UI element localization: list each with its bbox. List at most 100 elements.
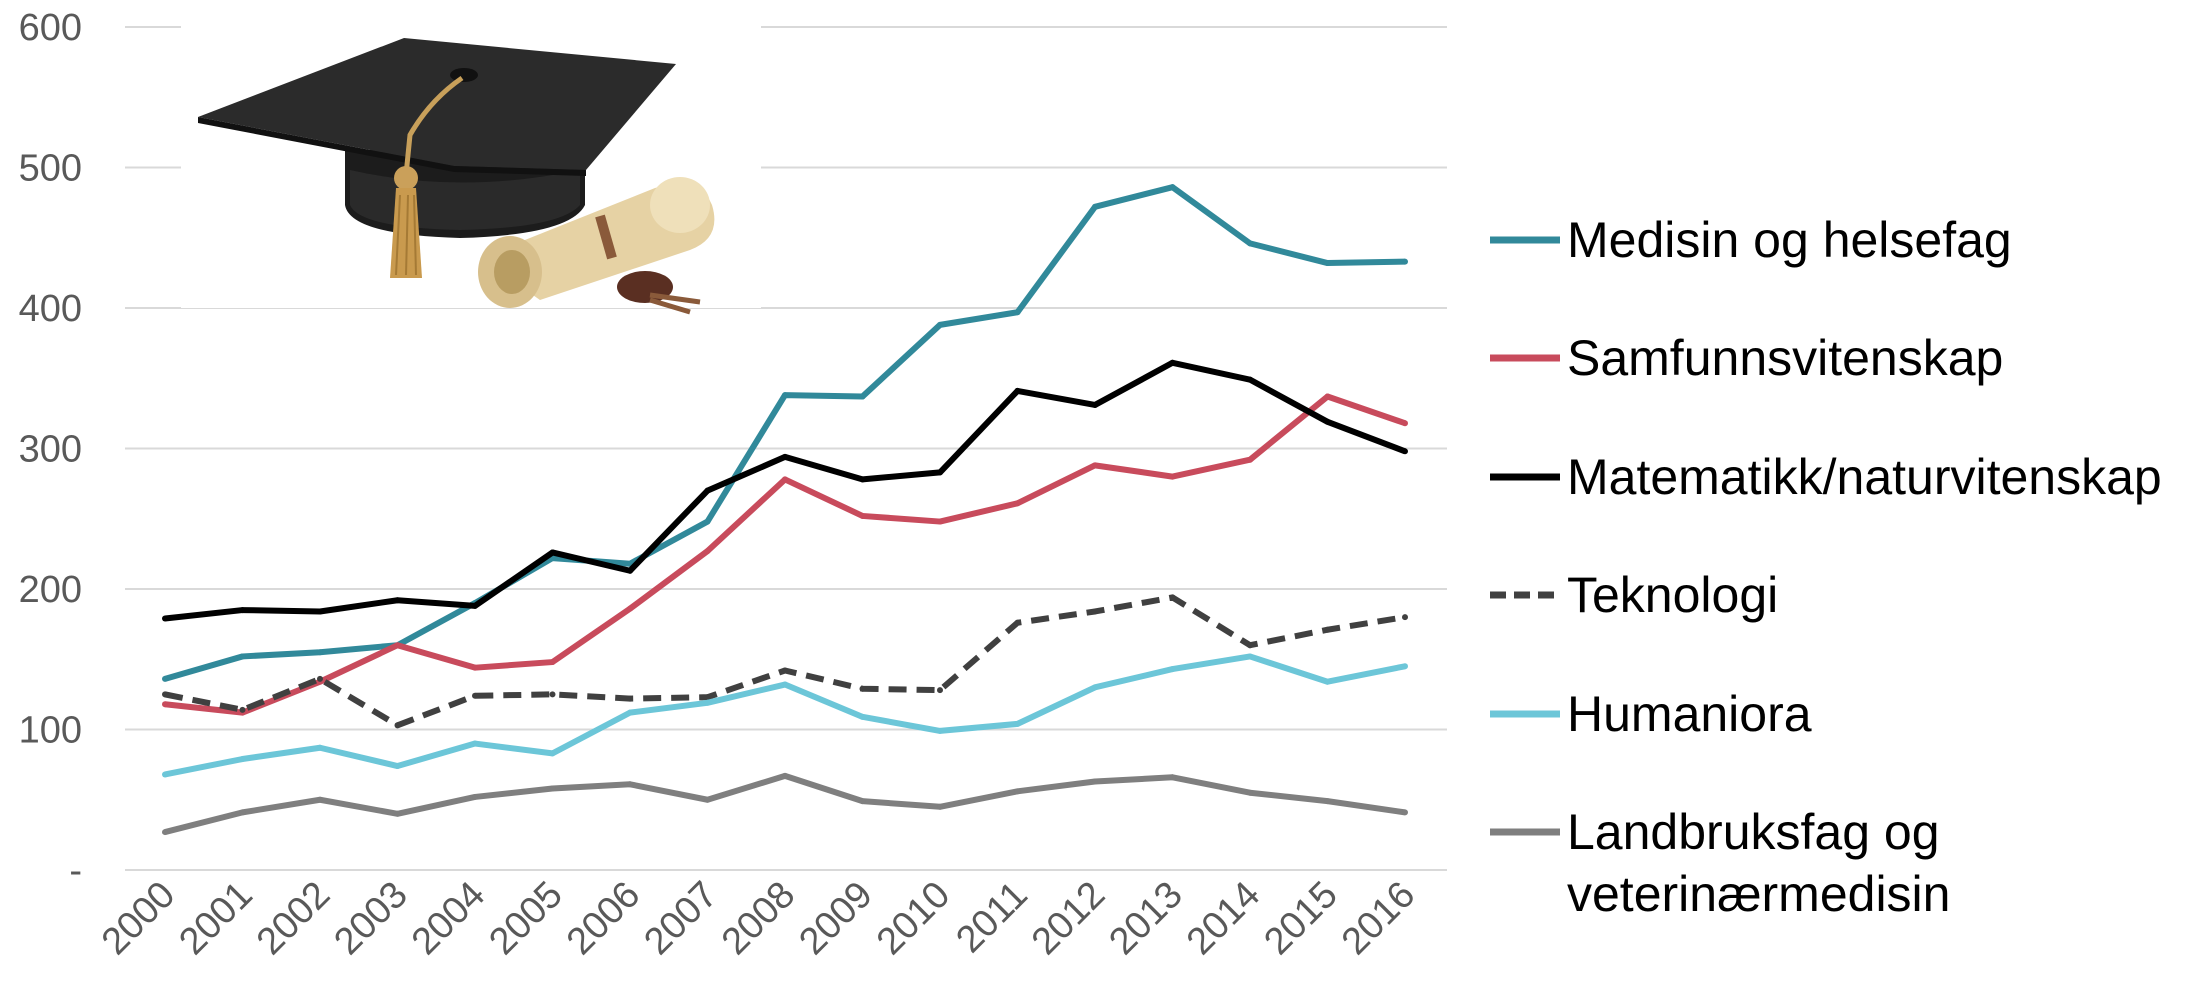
data-point: [472, 793, 478, 800]
data-point: [1402, 809, 1408, 816]
y-tick-label: 500: [19, 148, 82, 190]
data-point: [1324, 798, 1331, 805]
data-point: [317, 649, 323, 656]
data-point: [1324, 260, 1331, 267]
data-point: [1247, 240, 1253, 247]
x-tick-label: 2000: [94, 874, 183, 963]
data-point: [317, 675, 323, 682]
data-point: [317, 608, 323, 615]
legend-label: Teknologi: [1567, 567, 1778, 623]
data-point: [1092, 684, 1098, 691]
data-point: [1324, 393, 1331, 400]
data-point: [1014, 788, 1021, 795]
data-point: [1092, 203, 1098, 210]
data-point: [1247, 642, 1253, 649]
data-point: [1092, 401, 1098, 408]
data-point: [1014, 720, 1021, 727]
data-point: [1169, 359, 1176, 366]
data-point: [1169, 184, 1176, 191]
data-point: [859, 476, 866, 483]
data-point: [937, 518, 943, 525]
series: [162, 772, 1408, 836]
y-tick-label: 300: [19, 429, 82, 471]
data-point: [1014, 619, 1021, 626]
data-point: [704, 548, 711, 555]
data-point: [162, 701, 168, 708]
y-tick-label: -: [69, 850, 82, 892]
data-point: [1169, 774, 1176, 781]
data-point: [1247, 376, 1253, 383]
x-tick-label: 2001: [171, 874, 260, 963]
data-point: [239, 653, 246, 660]
data-point: [1402, 614, 1408, 621]
x-tick-label: 2014: [1179, 874, 1268, 963]
data-point: [704, 694, 711, 701]
data-point: [627, 567, 633, 574]
legend-item: Matematikk/naturvitenskap: [1490, 449, 2162, 505]
data-point: [162, 691, 168, 698]
data-point: [1247, 653, 1253, 660]
data-point: [782, 392, 788, 399]
data-point: [1169, 666, 1176, 673]
data-point: [162, 829, 168, 836]
x-tick-label: 2011: [948, 874, 1035, 961]
data-point: [317, 796, 323, 803]
legend-item: Samfunnsvitenskap: [1490, 330, 2003, 386]
data-point: [937, 469, 943, 476]
data-point: [472, 692, 478, 699]
legend-item: Medisin og helsefag: [1490, 212, 2012, 268]
data-point: [1402, 420, 1408, 427]
data-point: [704, 518, 711, 525]
data-point: [859, 798, 866, 805]
series: [162, 359, 1408, 622]
x-tick-label: 2008: [714, 874, 803, 963]
x-tick-label: 2013: [1101, 874, 1190, 963]
legend: Medisin og helsefag Samfunnsvitenskap Mate…: [1490, 212, 2162, 922]
x-tick-label: 2003: [326, 874, 415, 963]
data-point: [394, 722, 401, 729]
x-tick-label: 2005: [481, 874, 570, 963]
data-point: [549, 659, 556, 666]
x-tick-label: 2007: [636, 874, 725, 963]
x-tick-label: 2002: [249, 874, 338, 963]
data-point: [1324, 626, 1331, 633]
data-point: [239, 756, 246, 763]
data-point: [627, 781, 633, 788]
legend-label: Landbruksfag og: [1567, 804, 1940, 860]
data-point: [162, 615, 168, 622]
data-point: [859, 685, 866, 692]
x-tick-label: 2012: [1024, 874, 1113, 963]
legend-label: Samfunnsvitenskap: [1567, 330, 2003, 386]
x-tick-label: 2004: [404, 874, 493, 963]
data-point: [1324, 678, 1331, 685]
series: [162, 653, 1408, 778]
data-point: [162, 771, 168, 778]
data-point: [627, 709, 633, 716]
data-point: [704, 699, 711, 706]
data-point: [1169, 473, 1176, 480]
data-point: [1402, 258, 1408, 265]
data-point: [704, 487, 711, 494]
data-point: [394, 597, 401, 604]
legend-label: Matematikk/naturvitenskap: [1567, 449, 2162, 505]
y-axis-ticks: - 100 200 300 400 500 600: [19, 7, 82, 892]
data-point: [1402, 448, 1408, 455]
data-point: [1247, 456, 1253, 463]
plot-area: [162, 184, 1408, 836]
legend-item: Humaniora: [1490, 686, 1812, 742]
legend-label: Medisin og helsefag: [1567, 212, 2012, 268]
data-point: [859, 512, 866, 519]
data-point: [1324, 418, 1331, 425]
data-point: [782, 667, 788, 674]
x-tick-label: 2016: [1334, 874, 1423, 963]
data-point: [472, 740, 478, 747]
data-point: [549, 750, 556, 757]
data-point: [549, 691, 556, 698]
data-point: [937, 803, 943, 810]
data-point: [1169, 594, 1176, 601]
series: [162, 393, 1408, 716]
series-line: [164, 653, 1406, 778]
data-point: [627, 695, 633, 702]
data-point: [627, 605, 633, 612]
